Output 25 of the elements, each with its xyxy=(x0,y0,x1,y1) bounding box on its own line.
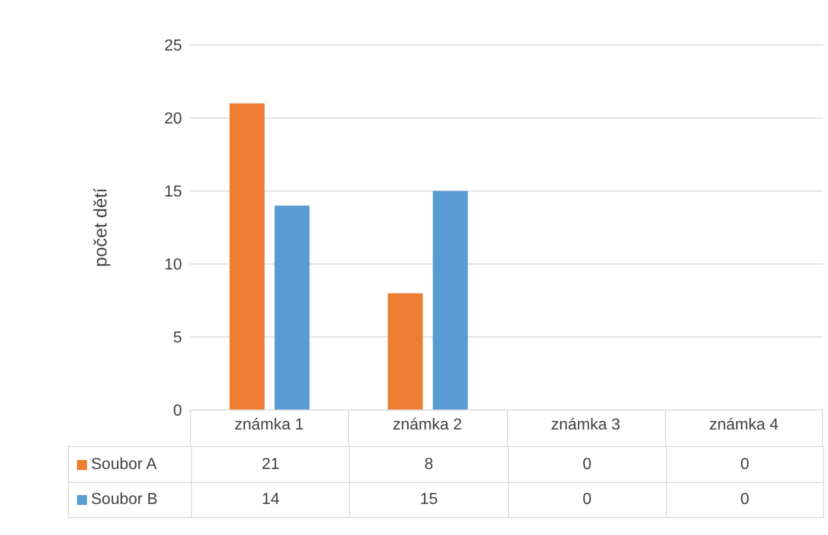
data-label: 0 xyxy=(666,447,824,482)
x-tick-label: známka 2 xyxy=(392,416,462,434)
bar xyxy=(388,293,423,410)
data-label: 0 xyxy=(508,483,666,517)
y-tick-label: 15 xyxy=(164,184,182,201)
y-axis-title: počet dětí xyxy=(90,188,110,268)
x-tick-label: známka 3 xyxy=(550,416,620,434)
bar xyxy=(432,191,468,410)
y-tick-label: 0 xyxy=(173,402,182,420)
y-tick-label: 5 xyxy=(173,330,182,347)
x-tick-label: známka 1 xyxy=(234,416,304,434)
data-label: 21 xyxy=(191,447,350,482)
y-tick-label: 20 xyxy=(164,110,182,128)
y-tick-label: 25 xyxy=(164,38,182,55)
data-label: 8 xyxy=(349,447,508,482)
data-label: 14 xyxy=(191,483,350,517)
data-label: 0 xyxy=(666,483,824,517)
legend-label: Soubor A xyxy=(91,456,157,474)
data-label: 15 xyxy=(349,483,508,517)
legend-label: Soubor B xyxy=(91,491,158,509)
bar xyxy=(274,206,310,410)
x-tick-label: známka 4 xyxy=(709,416,779,434)
bar xyxy=(230,103,265,410)
data-label: 0 xyxy=(508,447,666,482)
y-tick-label: 10 xyxy=(164,256,182,274)
